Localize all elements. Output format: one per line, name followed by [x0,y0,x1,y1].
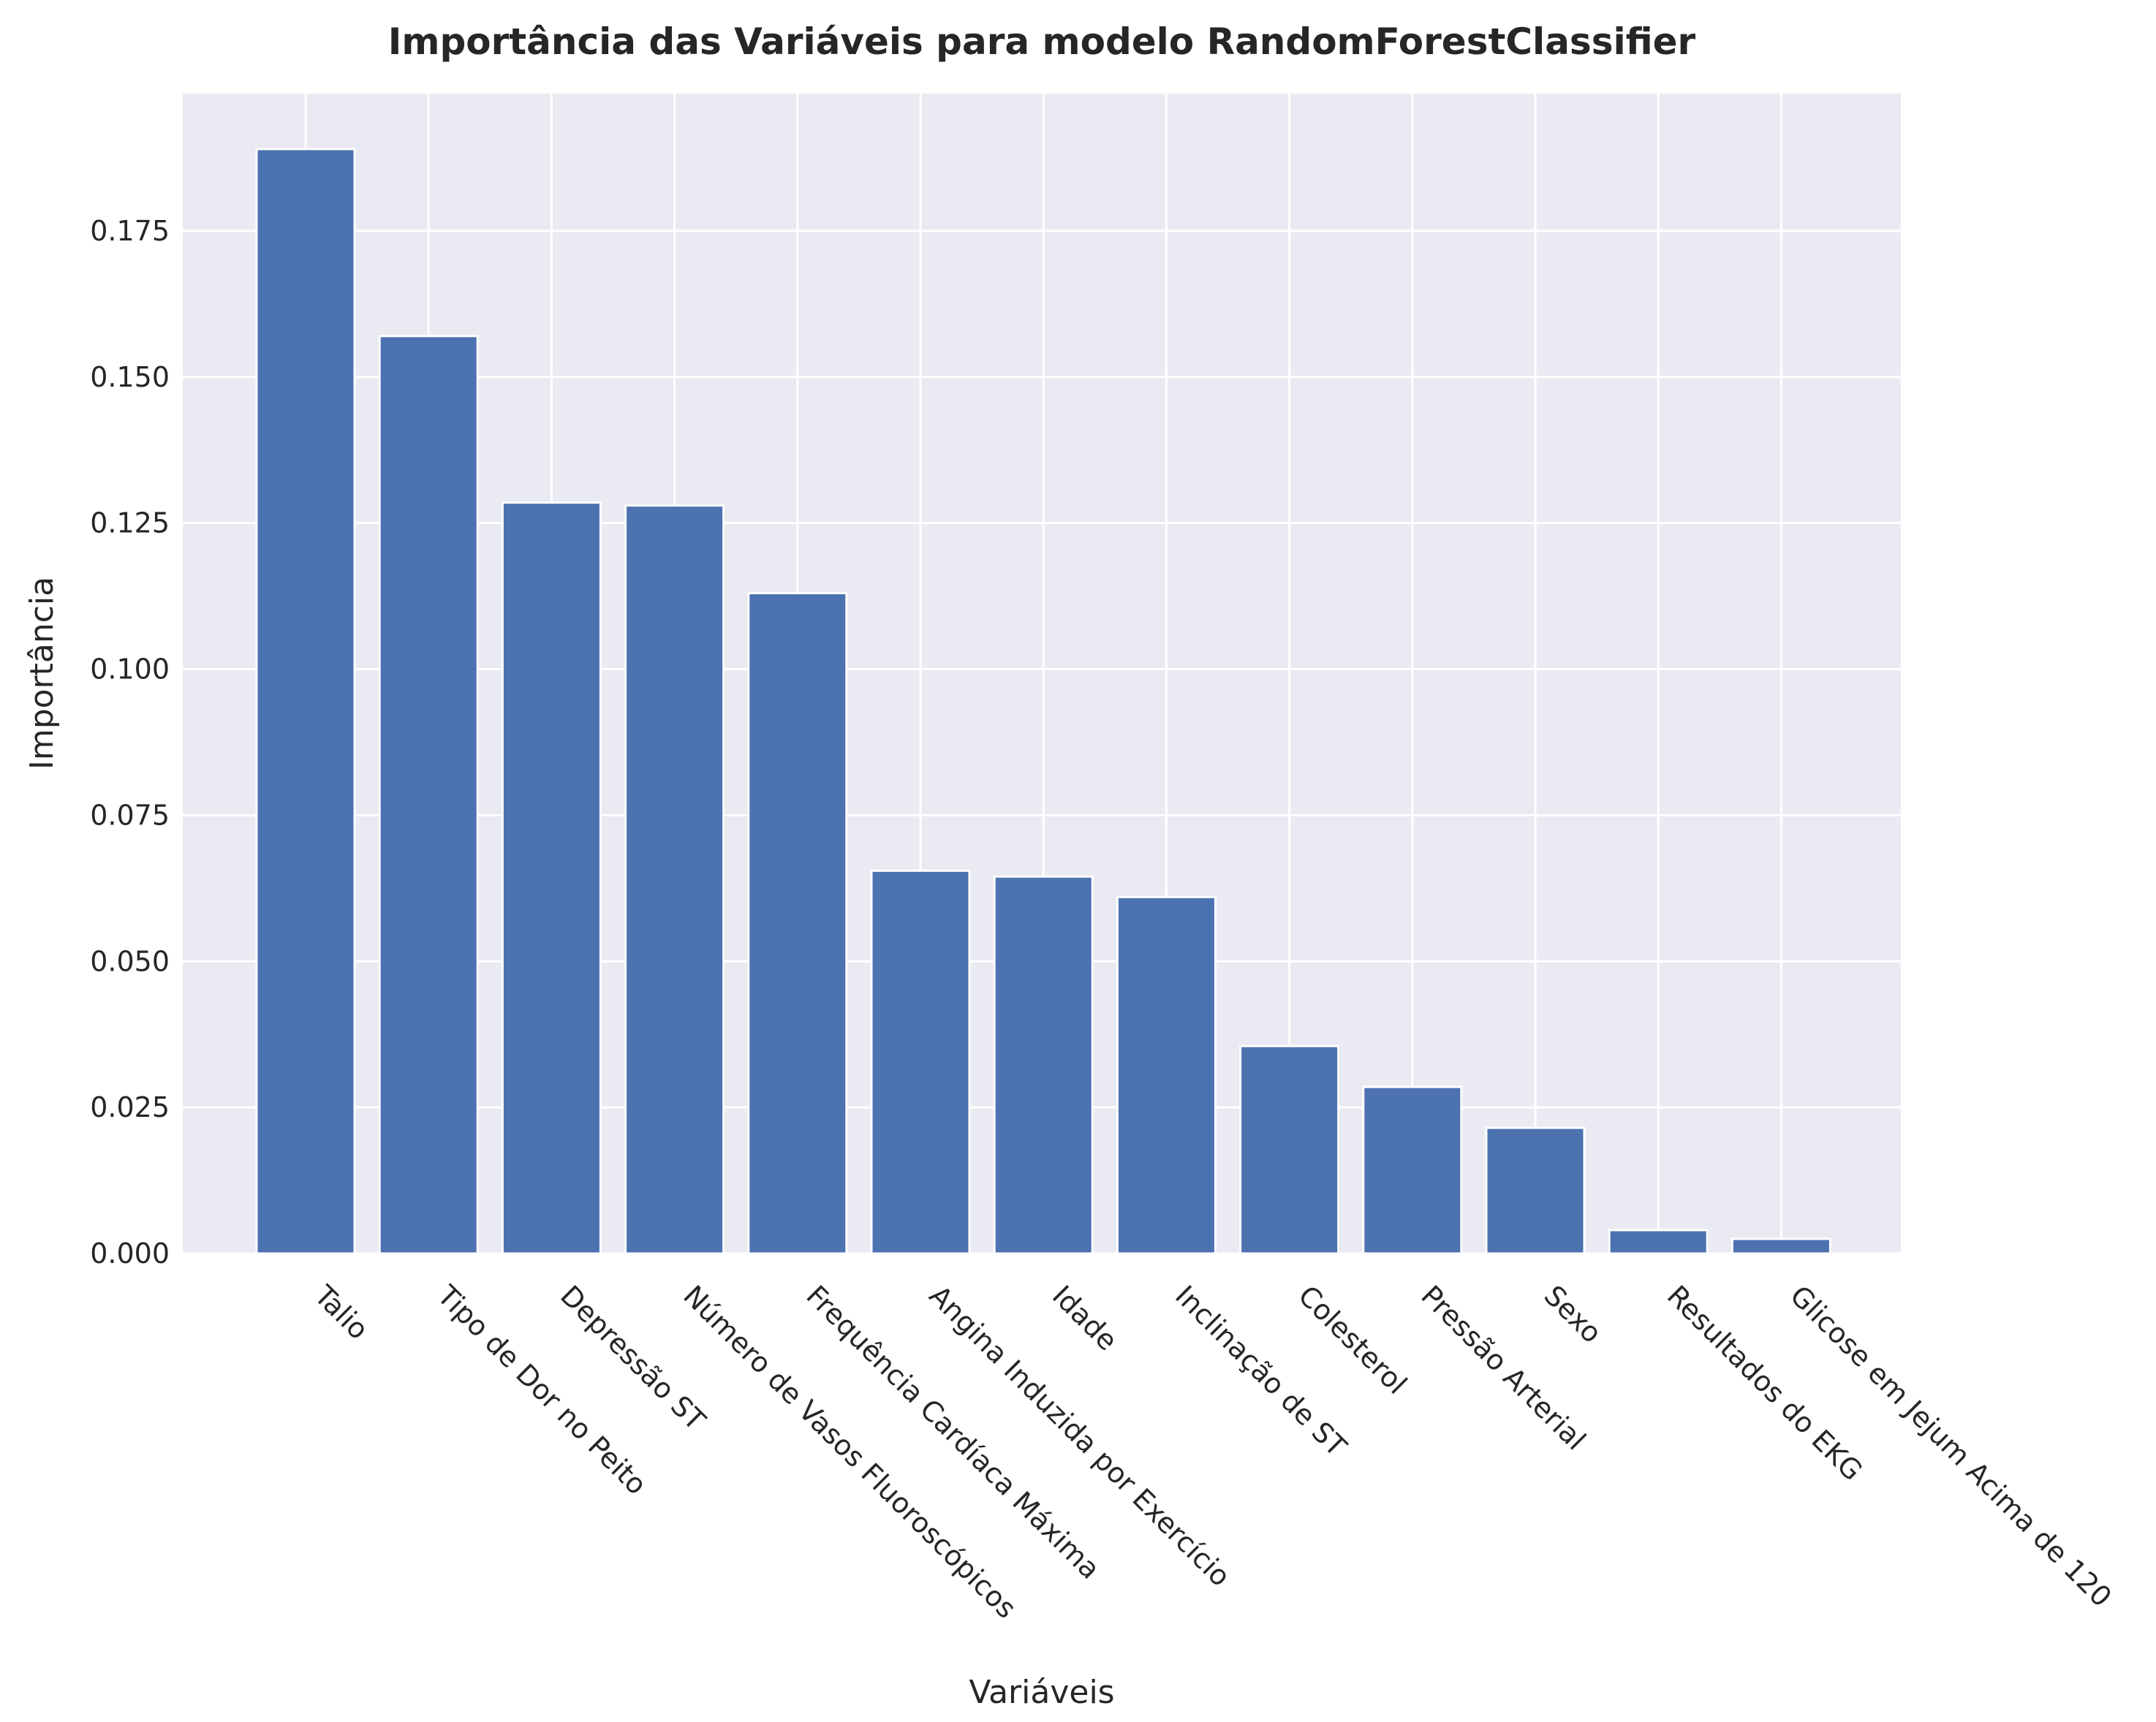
y-tick-label: 0.125 [90,507,170,539]
y-tick-label: 0.050 [90,945,170,977]
y-axis-label: Importância [23,577,61,770]
x-tick-label: Sexo [1538,1279,1608,1349]
chart-title: Importância das Variáveis para modelo Ra… [388,20,1696,63]
x-tick-label: Idade [1046,1279,1124,1357]
bar [1362,1085,1463,1255]
x-tick-label: Colesterol [1292,1279,1413,1400]
bar [1608,1229,1709,1255]
y-tick-label: 0.075 [90,799,170,831]
bar [993,875,1094,1255]
bar [1731,1237,1831,1255]
bar [624,504,725,1255]
y-tick-label: 0.025 [90,1091,170,1123]
bars [255,148,1831,1255]
bar [1485,1126,1586,1255]
y-tick-label: 0.100 [90,653,170,686]
y-tick-labels: 0.000 0.025 0.050 0.075 0.100 0.125 0.150 0.175 [90,215,170,1270]
bar [501,501,602,1255]
bar [378,335,479,1255]
x-tick-label: Talio [308,1279,375,1346]
y-tick-label: 0.175 [90,215,170,247]
x-axis-label: Variáveis [969,1674,1114,1711]
bar [870,869,971,1255]
bar [747,592,848,1255]
x-tick-label: Tipo de Dor no Peito [431,1279,653,1501]
y-tick-label: 0.000 [90,1237,170,1270]
bar [255,148,356,1255]
y-tick-label: 0.150 [90,361,170,393]
bar [1239,1044,1340,1255]
bar [1116,895,1217,1255]
